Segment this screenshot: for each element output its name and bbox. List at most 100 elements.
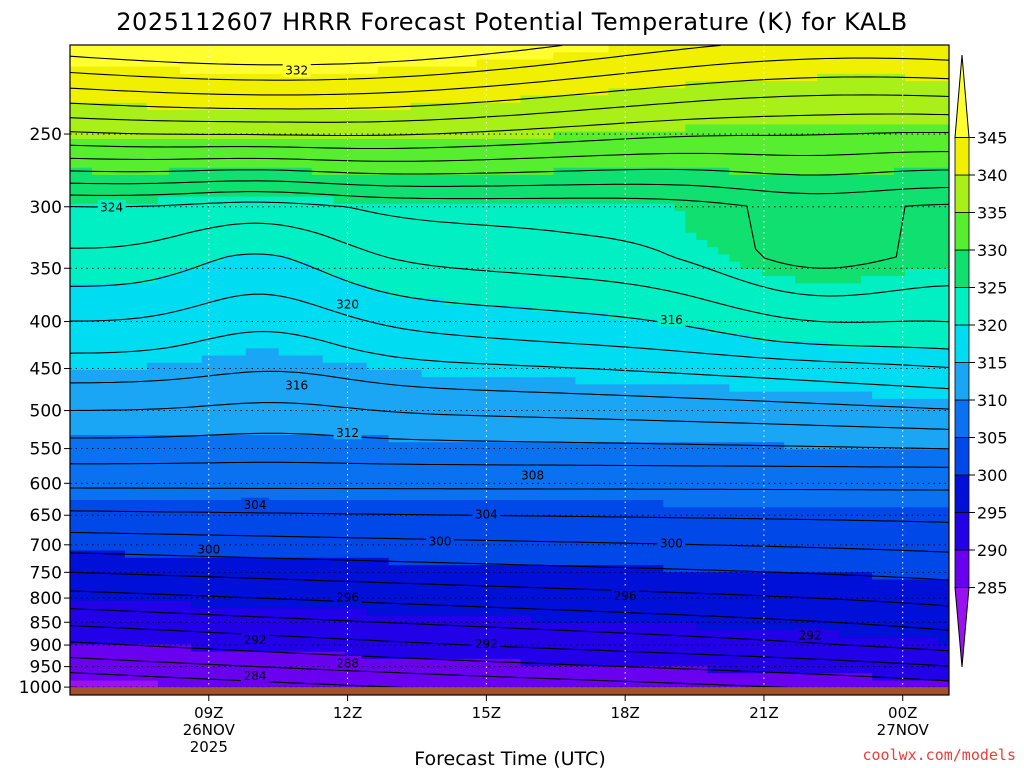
- temperature-cell: [212, 95, 225, 104]
- temperature-cell: [344, 478, 357, 487]
- temperature-cell: [366, 153, 379, 162]
- temperature-cell: [927, 52, 939, 61]
- temperature-cell: [872, 283, 884, 292]
- temperature-cell: [366, 485, 379, 494]
- temperature-cell: [91, 485, 104, 494]
- temperature-cell: [344, 485, 357, 494]
- temperature-cell: [366, 456, 379, 465]
- temperature-cell: [652, 232, 664, 241]
- temperature-cell: [179, 268, 192, 277]
- temperature-cell: [773, 52, 785, 61]
- temperature-cell: [410, 52, 423, 61]
- temperature-cell: [487, 478, 500, 487]
- temperature-cell: [795, 406, 807, 414]
- temperature-cell: [927, 45, 939, 53]
- temperature-cell: [575, 406, 588, 414]
- temperature-cell: [762, 456, 774, 465]
- temperature-cell: [311, 384, 324, 393]
- temperature-cell: [839, 160, 851, 169]
- temperature-cell: [828, 45, 840, 53]
- temperature-cell: [498, 247, 511, 256]
- temperature-cell: [938, 471, 949, 479]
- temperature-cell: [938, 117, 949, 126]
- temperature-cell: [619, 95, 631, 104]
- temperature-cell: [619, 117, 631, 126]
- temperature-cell: [311, 59, 324, 68]
- temperature-cell: [586, 102, 598, 111]
- temperature-cell: [707, 232, 719, 241]
- temperature-cell: [113, 218, 126, 227]
- temperature-cell: [740, 290, 752, 299]
- temperature-cell: [586, 117, 598, 126]
- temperature-cell: [795, 268, 807, 277]
- temperature-cell: [91, 333, 104, 342]
- temperature-cell: [817, 153, 829, 162]
- temperature-cell: [80, 435, 93, 443]
- temperature-cell: [234, 449, 247, 458]
- temperature-cell: [696, 254, 708, 263]
- temperature-cell: [751, 268, 763, 277]
- temperature-cell: [410, 492, 423, 501]
- temperature-cell: [289, 225, 302, 234]
- temperature-cell: [157, 283, 170, 292]
- temperature-cell: [223, 463, 236, 472]
- temperature-cell: [839, 319, 851, 328]
- temperature-cell: [894, 377, 906, 386]
- temperature-cell: [366, 261, 379, 270]
- temperature-cell: [564, 232, 577, 241]
- temperature-cell: [80, 427, 93, 436]
- temperature-cell: [597, 463, 609, 472]
- temperature-cell: [102, 175, 115, 183]
- temperature-cell: [696, 225, 708, 234]
- temperature-cell: [212, 377, 225, 386]
- temperature-cell: [894, 305, 906, 313]
- temperature-cell: [223, 73, 236, 82]
- temperature-cell: [443, 442, 456, 451]
- temperature-cell: [476, 153, 489, 162]
- temperature-cell: [553, 312, 566, 321]
- temperature-cell: [718, 420, 730, 429]
- temperature-cell: [388, 45, 401, 53]
- temperature-cell: [344, 240, 357, 248]
- temperature-cell: [289, 81, 302, 89]
- temperature-cell: [168, 175, 181, 183]
- temperature-cell: [443, 110, 456, 118]
- temperature-cell: [476, 240, 489, 248]
- temperature-cell: [608, 138, 620, 147]
- temperature-cell: [817, 146, 829, 154]
- temperature-cell: [311, 196, 324, 205]
- temperature-cell: [729, 81, 741, 89]
- temperature-cell: [432, 398, 445, 407]
- temperature-cell: [102, 95, 115, 104]
- temperature-cell: [487, 160, 500, 169]
- temperature-cell: [102, 283, 115, 292]
- temperature-cell: [586, 319, 598, 328]
- temperature-cell: [850, 146, 862, 154]
- temperature-cell: [806, 384, 818, 393]
- temperature-cell: [696, 146, 708, 154]
- temperature-cell: [839, 45, 851, 53]
- temperature-cell: [201, 384, 214, 393]
- temperature-cell: [927, 326, 939, 335]
- temperature-cell: [454, 95, 467, 104]
- temperature-cell: [740, 355, 752, 364]
- temperature-cell: [421, 290, 434, 299]
- temperature-cell: [421, 196, 434, 205]
- temperature-cell: [806, 110, 818, 118]
- temperature-cell: [729, 276, 741, 284]
- temperature-cell: [894, 59, 906, 68]
- temperature-cell: [773, 81, 785, 89]
- temperature-cell: [762, 370, 774, 378]
- temperature-cell: [487, 268, 500, 277]
- temperature-cell: [377, 261, 390, 270]
- temperature-cell: [91, 341, 104, 349]
- temperature-cell: [256, 427, 269, 436]
- temperature-cell: [674, 232, 686, 241]
- temperature-cell: [630, 312, 642, 321]
- temperature-cell: [729, 240, 741, 248]
- temperature-cell: [916, 456, 928, 465]
- temperature-cell: [421, 478, 434, 487]
- temperature-cell: [652, 406, 664, 414]
- temperature-cell: [135, 478, 148, 487]
- temperature-cell: [113, 319, 126, 328]
